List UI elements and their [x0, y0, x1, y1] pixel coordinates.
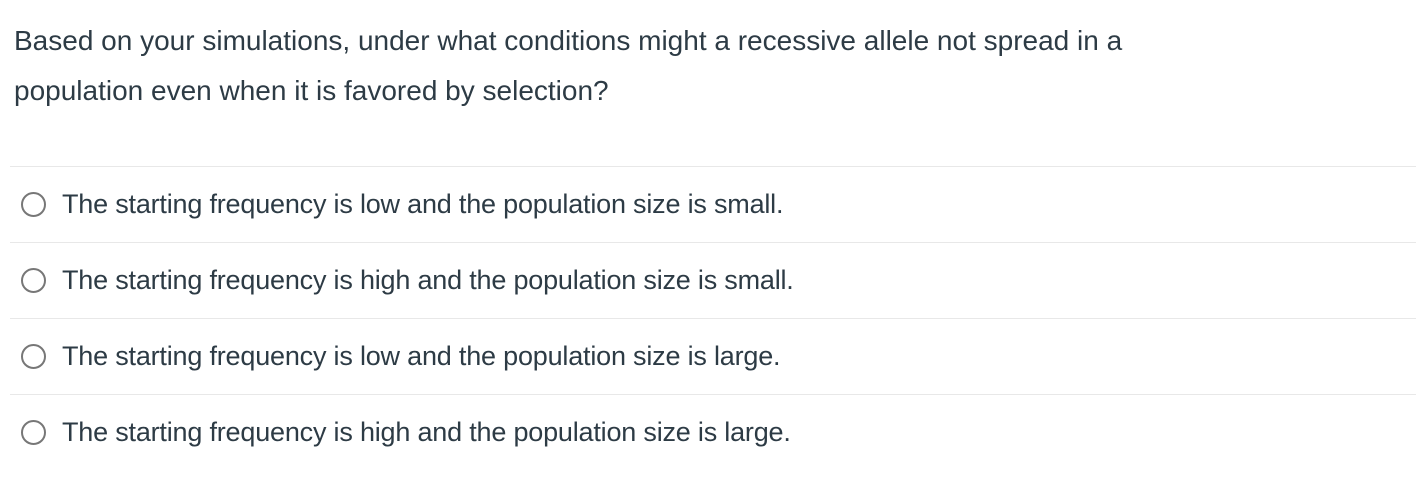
radio-button-icon[interactable] [21, 268, 46, 293]
divider [10, 318, 1416, 319]
answer-options: The starting frequency is low and the po… [0, 166, 1416, 470]
option-label: The starting frequency is high and the p… [62, 417, 791, 447]
option-row-1[interactable]: The starting frequency is low and the po… [0, 167, 1416, 242]
divider [10, 394, 1416, 395]
option-label: The starting frequency is low and the po… [62, 341, 781, 371]
question-text: Based on your simulations, under what co… [0, 0, 1416, 116]
question-line-2: population even when it is favored by se… [14, 75, 609, 106]
divider [10, 166, 1416, 167]
radio-button-icon[interactable] [21, 344, 46, 369]
radio-button-icon[interactable] [21, 420, 46, 445]
option-label: The starting frequency is high and the p… [62, 265, 794, 295]
question-line-1: Based on your simulations, under what co… [14, 25, 1123, 56]
option-row-4[interactable]: The starting frequency is high and the p… [0, 395, 1416, 470]
option-label: The starting frequency is low and the po… [62, 189, 784, 219]
radio-button-icon[interactable] [21, 192, 46, 217]
divider [10, 242, 1416, 243]
option-row-3[interactable]: The starting frequency is low and the po… [0, 319, 1416, 394]
option-row-2[interactable]: The starting frequency is high and the p… [0, 243, 1416, 318]
